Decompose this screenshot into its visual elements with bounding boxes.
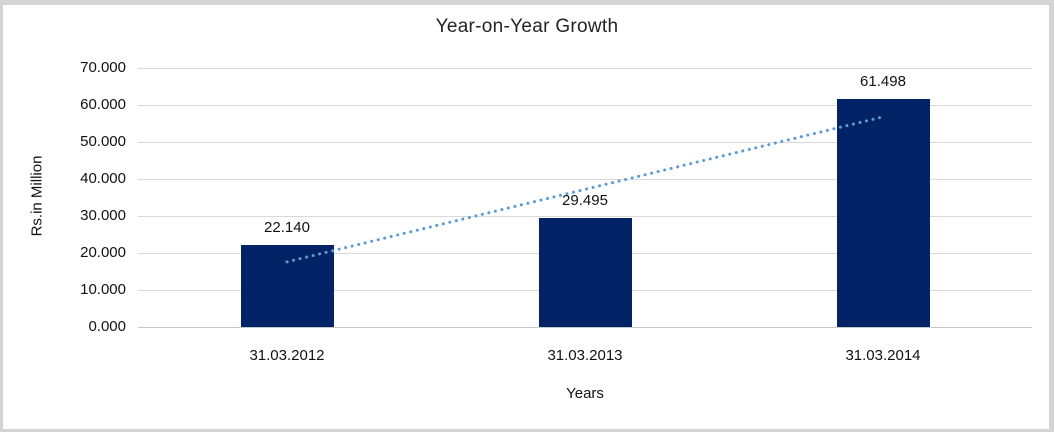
x-tick-label: 31.03.2012 xyxy=(249,347,325,364)
y-tick-label: 60.000 xyxy=(80,96,126,113)
x-axis-title: Years xyxy=(566,385,604,402)
y-tick-label: 40.000 xyxy=(80,170,126,187)
y-tick-label: 0.000 xyxy=(88,318,126,335)
y-tick-label: 20.000 xyxy=(80,244,126,261)
bar xyxy=(836,99,930,327)
bar xyxy=(538,217,632,327)
bar-value-label: 61.498 xyxy=(860,73,906,91)
x-tick-label: 31.03.2014 xyxy=(845,347,921,364)
bar xyxy=(240,245,334,327)
y-tick-label: 70.000 xyxy=(80,59,126,76)
gridline xyxy=(138,327,1032,328)
chart-title: Year-on-Year Growth xyxy=(435,16,619,37)
y-tick-label: 30.000 xyxy=(80,207,126,224)
x-tick-label: 31.03.2013 xyxy=(547,347,623,364)
gridline xyxy=(138,105,1032,106)
bar-value-label: 22.140 xyxy=(264,219,310,237)
y-tick-label: 10.000 xyxy=(80,281,126,298)
gridline xyxy=(138,68,1032,69)
bar-value-label: 29.495 xyxy=(562,191,608,209)
y-tick-label: 50.000 xyxy=(80,133,126,150)
